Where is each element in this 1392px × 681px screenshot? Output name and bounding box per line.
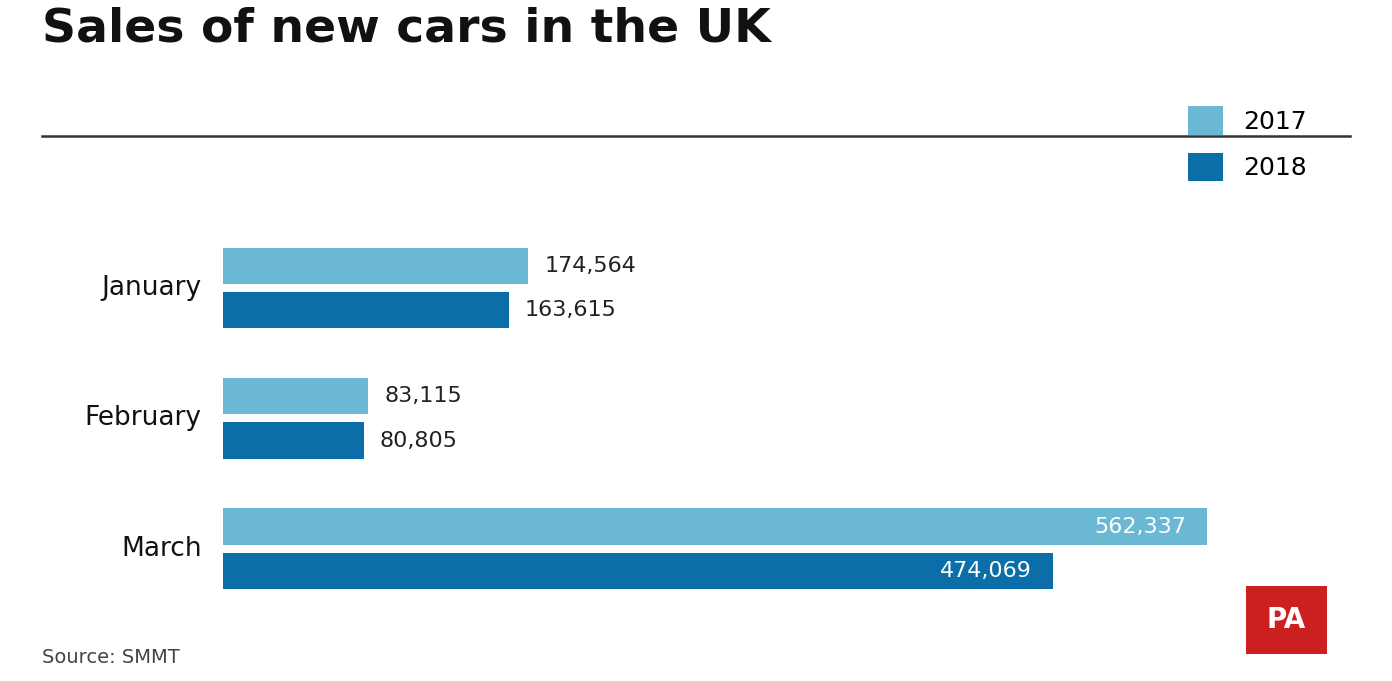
Text: 80,805: 80,805 — [380, 430, 458, 451]
Bar — [223, 292, 509, 328]
Text: March: March — [121, 536, 202, 562]
Bar — [223, 422, 365, 459]
Bar — [223, 247, 529, 284]
Bar — [223, 509, 1207, 545]
Bar — [223, 378, 369, 415]
Text: Sales of new cars in the UK: Sales of new cars in the UK — [42, 7, 771, 52]
Text: January: January — [102, 275, 202, 301]
Bar — [223, 553, 1052, 589]
Text: Source: SMMT: Source: SMMT — [42, 648, 180, 667]
Text: 174,564: 174,564 — [544, 256, 636, 276]
Text: February: February — [85, 405, 202, 431]
Text: PA: PA — [1267, 605, 1306, 634]
Text: 562,337: 562,337 — [1094, 517, 1186, 537]
Text: 474,069: 474,069 — [940, 561, 1031, 581]
Legend: 2017, 2018: 2017, 2018 — [1189, 106, 1307, 181]
Text: 83,115: 83,115 — [384, 386, 462, 406]
Text: 163,615: 163,615 — [525, 300, 617, 320]
